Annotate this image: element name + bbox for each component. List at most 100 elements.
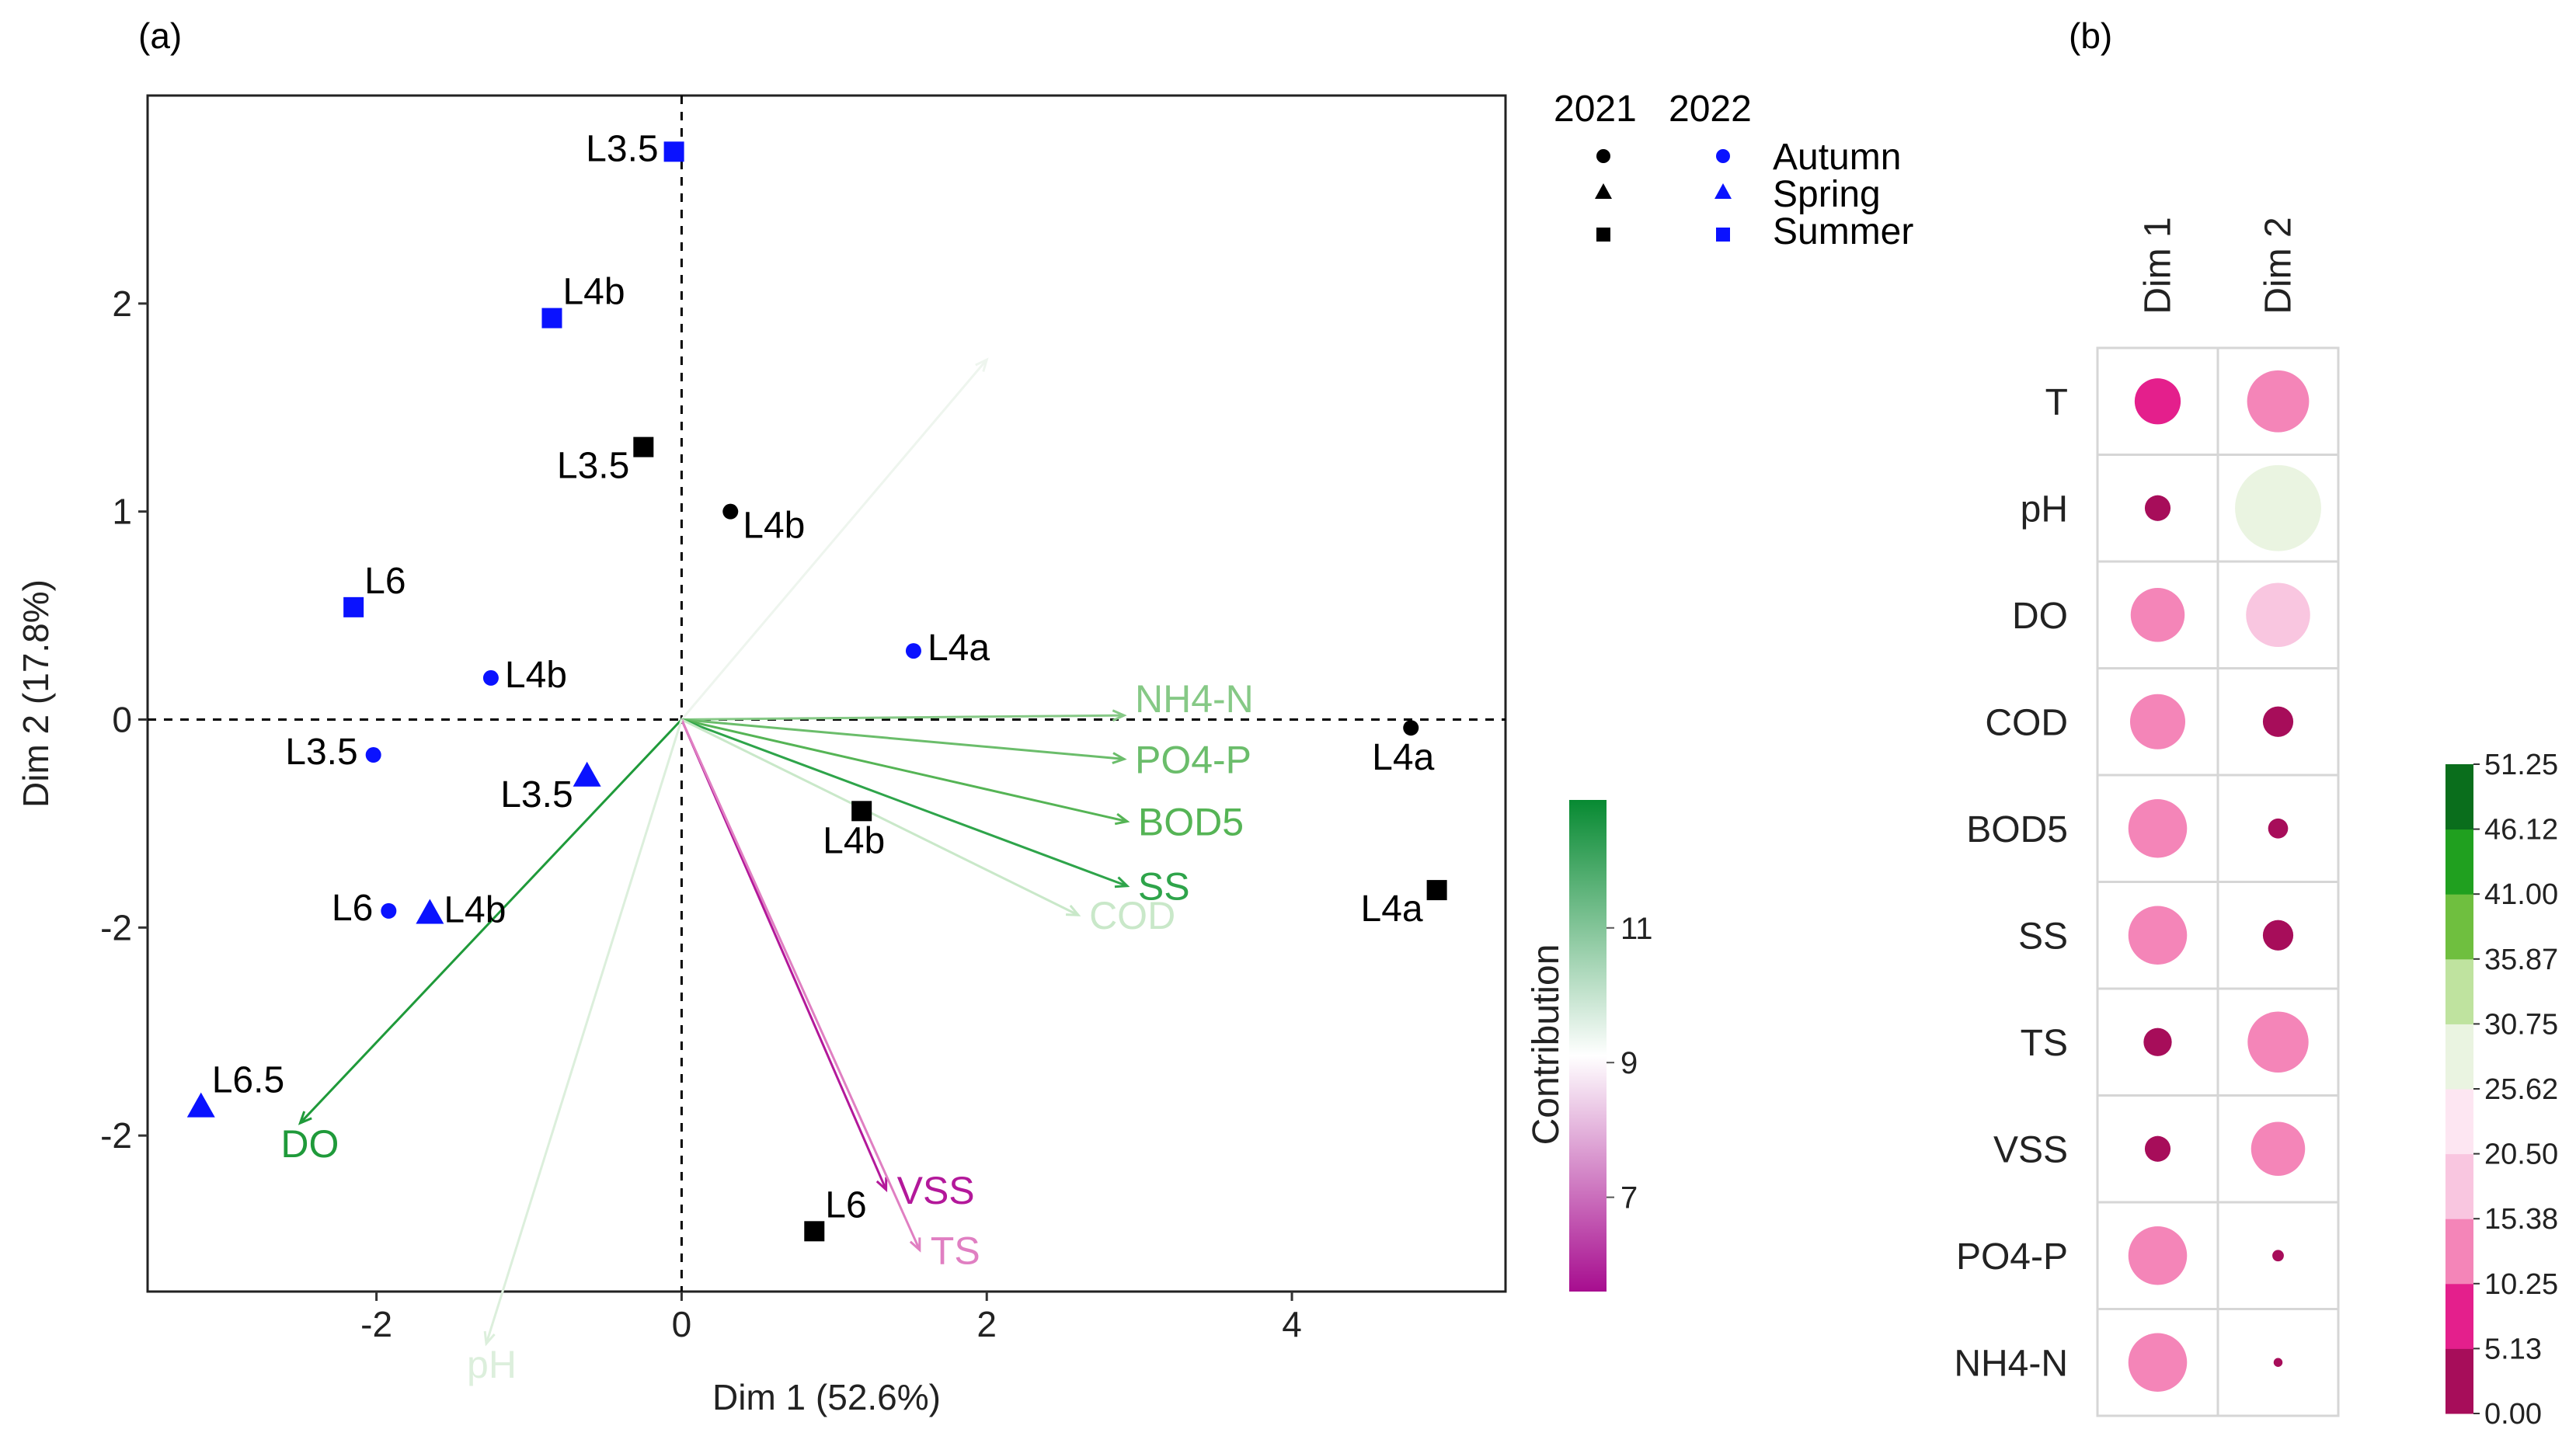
arrow-label: pH xyxy=(467,1343,517,1386)
arrow-po4-p: PO4-P xyxy=(681,718,1251,781)
point-label: L6 xyxy=(332,888,373,929)
point-label: L4b xyxy=(743,506,805,547)
scale-tick-labels: 51.25 46.12 41.00 35.87 30.75 25.62 20.50 15.38… xyxy=(2473,749,2558,1431)
arrow-head xyxy=(483,1330,496,1347)
contribution-circle xyxy=(2268,818,2289,839)
arrow-ts: TS xyxy=(681,718,980,1272)
panel-b-label: (b) xyxy=(2069,16,2112,56)
contribution-colorbar-ticks: 11 9 7 xyxy=(1607,912,1653,1215)
contribution-scale-legend: 51.25 46.12 41.00 35.87 30.75 25.62 20.50 15.38… xyxy=(2445,749,2558,1431)
y-tick-label: 0 xyxy=(112,699,132,739)
contribution-circle xyxy=(2130,588,2185,642)
row-label: pH xyxy=(2021,489,2068,530)
contribution-circle xyxy=(2128,1226,2188,1285)
arrow-head xyxy=(1114,876,1130,888)
arrow-shaft xyxy=(681,714,1125,721)
arrow-ph: pH xyxy=(467,719,683,1386)
contribution-circle xyxy=(2128,906,2188,965)
x-tick-label: 2 xyxy=(976,1304,997,1344)
point-marker xyxy=(365,747,381,763)
point-marker xyxy=(804,1221,825,1242)
scale-bin xyxy=(2445,1024,2473,1090)
legend-2022-summer-marker xyxy=(1716,228,1730,242)
point-marker xyxy=(633,436,654,457)
legend-2021-spring-marker xyxy=(1595,183,1612,199)
contribution-circle xyxy=(2128,798,2188,858)
point-l4a-2021-autumn: L4a xyxy=(1372,720,1435,778)
colorbar-tick-label: 11 xyxy=(1620,912,1653,946)
point-l4a-2022-autumn: L4a xyxy=(905,628,990,669)
arrow-nh4-n: NH4-N xyxy=(681,677,1254,722)
point-marker xyxy=(573,761,601,787)
arrow-do: DO xyxy=(280,718,683,1166)
arrow-label: SS xyxy=(1138,865,1190,909)
scale-color-bins xyxy=(2445,764,2473,1414)
point-label: L4a xyxy=(1372,737,1434,778)
point-marker xyxy=(381,902,397,919)
contribution-circle xyxy=(2251,1121,2306,1176)
arrow-shaft xyxy=(681,359,988,721)
y-axis-ticks: 2 1 0 -2 -2 xyxy=(100,283,148,1156)
column-header: Dim 2 xyxy=(2258,217,2299,314)
point-l3-5-2022-autumn: L3.5 xyxy=(285,732,381,773)
point-marker xyxy=(722,503,739,520)
scale-bin xyxy=(2445,829,2473,895)
scale-tick-label: 10.25 xyxy=(2484,1268,2558,1301)
legend-2021-summer-marker xyxy=(1596,228,1610,242)
point-label: L4b xyxy=(444,890,506,931)
point-marker xyxy=(416,899,444,924)
scale-bin xyxy=(2445,764,2473,830)
scale-tick-label: 35.87 xyxy=(2484,944,2558,976)
row-label: COD xyxy=(1985,702,2068,743)
point-l6-2022-autumn: L6 xyxy=(332,888,397,929)
point-marker xyxy=(1426,880,1447,901)
x-tick-label: 4 xyxy=(1282,1304,1302,1344)
row-label: TS xyxy=(2021,1023,2068,1064)
point-marker xyxy=(851,801,872,822)
arrow-label: PO4-P xyxy=(1135,738,1251,781)
point-l4a-2021-summer: L4a xyxy=(1361,880,1447,930)
point-label: L6 xyxy=(825,1184,866,1226)
arrow-head xyxy=(909,1237,921,1253)
contribution-colorbar-title: Contribution xyxy=(1526,944,1567,1146)
point-l3-5-2021-summer: L3.5 xyxy=(557,436,654,487)
arrow-shaft xyxy=(681,718,1125,760)
column-headers: Dim 1 Dim 2 xyxy=(2138,217,2299,314)
contribution-circle xyxy=(2247,370,2310,433)
point-l4b-2022-spring: L4b xyxy=(416,890,506,931)
point-label: L4a xyxy=(1361,888,1423,930)
contribution-circle xyxy=(2273,1358,2283,1367)
point-label: L3.5 xyxy=(557,446,629,487)
contribution-circle xyxy=(2272,1250,2284,1262)
arrow-t xyxy=(681,357,989,721)
arrow-head xyxy=(875,1177,888,1193)
point-marker xyxy=(482,669,499,686)
arrow-head xyxy=(1112,709,1127,722)
arrow-label: BOD5 xyxy=(1138,801,1244,844)
arrow-head xyxy=(975,357,989,372)
x-axis-title: Dim 1 (52.6%) xyxy=(712,1377,941,1417)
point-label: L4b xyxy=(505,655,567,696)
point-l6-2021-summer: L6 xyxy=(804,1184,867,1242)
point-l6-2022-summer: L6 xyxy=(343,561,406,617)
point-l4b-2022-summer: L4b xyxy=(541,272,625,329)
x-axis-ticks: -2 0 2 4 xyxy=(360,1292,1302,1344)
point-label: L3.5 xyxy=(586,128,658,169)
point-marker xyxy=(905,643,921,659)
contribution-colorbar: 11 9 7 Contribution xyxy=(1526,800,1653,1292)
scale-bin xyxy=(2445,1219,2473,1285)
scale-bin xyxy=(2445,958,2473,1024)
contribution-circle xyxy=(2134,378,2181,425)
row-label: NH4-N xyxy=(1954,1343,2068,1384)
legend-year-2021: 2021 xyxy=(1554,89,1637,130)
contribution-circle xyxy=(2144,495,2171,521)
contribution-grid xyxy=(2096,346,2340,1417)
y-tick-label: -2 xyxy=(100,1115,132,1156)
scale-bin xyxy=(2445,1153,2473,1219)
arrow-label: NH4-N xyxy=(1135,677,1254,721)
contribution-circles xyxy=(2128,370,2321,1393)
contribution-circle xyxy=(2262,920,2294,951)
